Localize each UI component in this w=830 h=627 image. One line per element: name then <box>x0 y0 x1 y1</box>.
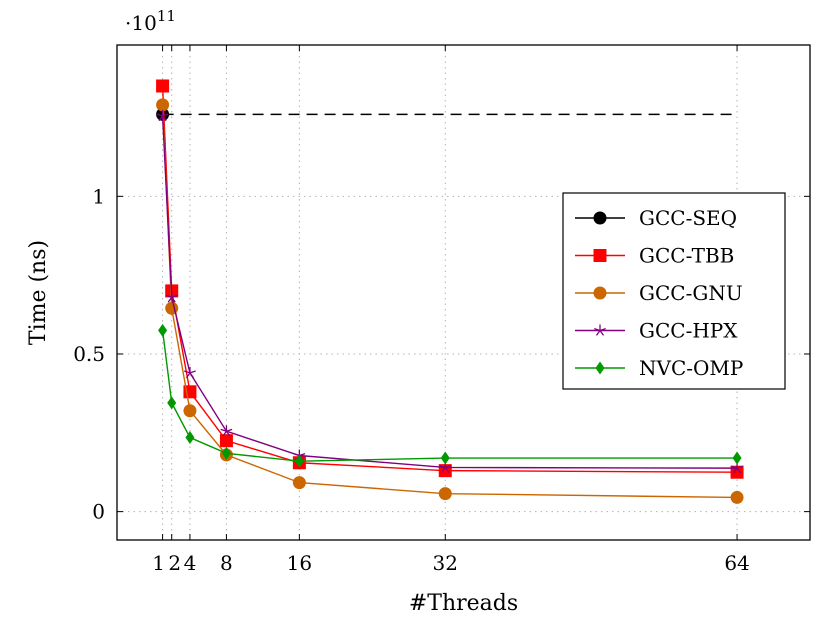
point-nvc-omp-4 <box>185 431 195 445</box>
series-gcc-hpx <box>156 109 743 474</box>
x-tick-label-1: 1 <box>152 551 165 575</box>
x-tick-label-2: 2 <box>168 551 181 575</box>
y-exponent-label: ·1011 <box>125 7 176 35</box>
point-gcc-tbb-64 <box>730 465 744 479</box>
y-exponent-power: 11 <box>157 7 176 25</box>
point-gcc-gnu-4 <box>183 404 197 418</box>
point-gcc-hpx-8 <box>220 425 233 437</box>
x-tick-label-16: 16 <box>287 551 312 575</box>
x-tick-label-64: 64 <box>724 551 749 575</box>
legend: GCC-SEQ GCC-TBB GCC-GNU GCC-HPX NVC-OMP <box>562 192 786 390</box>
point-gcc-gnu-32 <box>438 487 452 501</box>
legend-label-nvc-omp: NVC-OMP <box>639 356 743 380</box>
legend-marker-gcc-gnu <box>593 286 607 300</box>
point-gcc-tbb-8 <box>219 434 233 448</box>
point-nvc-omp-64 <box>732 451 742 465</box>
legend-item-gcc-tbb: GCC-TBB <box>575 244 734 268</box>
point-gcc-tbb-1 <box>156 79 170 93</box>
point-gcc-hpx-4 <box>184 366 196 379</box>
x-tick-label-32: 32 <box>433 551 458 575</box>
point-gcc-gnu-1 <box>156 98 170 112</box>
legend-item-gcc-seq: GCC-SEQ <box>575 206 737 230</box>
legend-label-gcc-seq: GCC-SEQ <box>639 206 737 230</box>
legend-item-gcc-gnu: GCC-GNU <box>575 281 743 305</box>
legend-label-gcc-hpx: GCC-HPX <box>639 319 738 343</box>
y-tick-label-0: 0 <box>92 500 105 524</box>
point-gcc-hpx-64 <box>731 462 743 474</box>
x-tick-label-8: 8 <box>220 551 233 575</box>
y-tick-label-0.5: 0.5 <box>73 342 105 366</box>
legend-marker-gcc-seq <box>593 211 607 225</box>
series-layer <box>156 79 744 504</box>
point-gcc-hpx-1 <box>156 109 169 122</box>
point-nvc-omp-2 <box>167 396 177 410</box>
y-tick-label-1: 1 <box>92 184 105 208</box>
point-gcc-gnu-2 <box>165 301 179 315</box>
series-gcc-seq <box>156 107 738 121</box>
legend-label-gcc-gnu: GCC-GNU <box>639 281 743 305</box>
legend-marker-gcc-tbb <box>593 249 607 262</box>
x-axis-label: #Threads <box>409 591 518 616</box>
point-gcc-hpx-2 <box>165 291 178 303</box>
y-exponent-base: ·10 <box>125 11 157 35</box>
legend-item-nvc-omp: NVC-OMP <box>575 356 743 380</box>
legend-label-gcc-tbb: GCC-TBB <box>639 244 734 268</box>
point-nvc-omp-16 <box>294 454 304 468</box>
point-nvc-omp-32 <box>440 451 450 465</box>
point-gcc-gnu-16 <box>292 476 306 490</box>
point-nvc-omp-1 <box>158 323 168 337</box>
point-gcc-gnu-64 <box>730 490 744 504</box>
point-nvc-omp-8 <box>221 446 231 460</box>
legend-marker-nvc-omp <box>595 361 605 375</box>
legend-marker-gcc-hpx <box>594 324 606 336</box>
plot-frame <box>116 44 811 541</box>
x-tick-label-4: 4 <box>184 551 197 575</box>
y-axis-label: Time (ns) <box>26 240 51 345</box>
legend-item-gcc-hpx: GCC-HPX <box>575 319 738 343</box>
series-nvc-omp <box>158 323 742 468</box>
